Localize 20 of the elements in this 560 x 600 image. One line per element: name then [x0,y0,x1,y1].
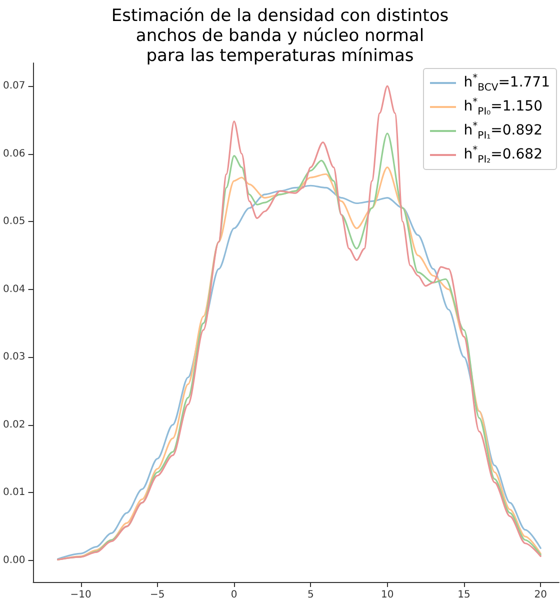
x-tick-label: 0 [230,590,238,600]
y-tick-label: 0.01 [3,487,26,498]
y-tick-label: 0.06 [3,148,26,160]
x-tick-label: 10 [380,590,394,600]
chart-title: Estimación de la densidad con distintos anchos de banda y núcleo normal para las temperaturas mínimas [110,6,450,66]
legend-label: h$^{*}$$_{PI₁}$=0.892 [464,120,542,142]
y-tick-label: 0.03 [3,352,26,363]
y-tick-label: 0.05 [3,216,26,228]
y-tick-label: 0.02 [3,419,26,430]
legend-label: h$^{*}$$_{PI₂}$=0.682 [464,144,542,166]
y-tick-label: 0.07 [3,80,26,92]
x-tick-label: −10 [70,590,92,600]
x-tick-label: 20 [534,590,547,600]
x-tick-label: 5 [308,590,314,600]
legend-label: h$^{*}$$_{PI₀}$=1.150 [464,96,542,118]
y-tick-label: 0.00 [3,554,26,566]
x-tick-label: −5 [150,590,165,600]
y-tick-label: 0.04 [3,284,26,295]
x-tick-label: 15 [458,590,470,600]
legend-label: h$^{*}$$_{BCV}$=1.771 [464,72,550,94]
